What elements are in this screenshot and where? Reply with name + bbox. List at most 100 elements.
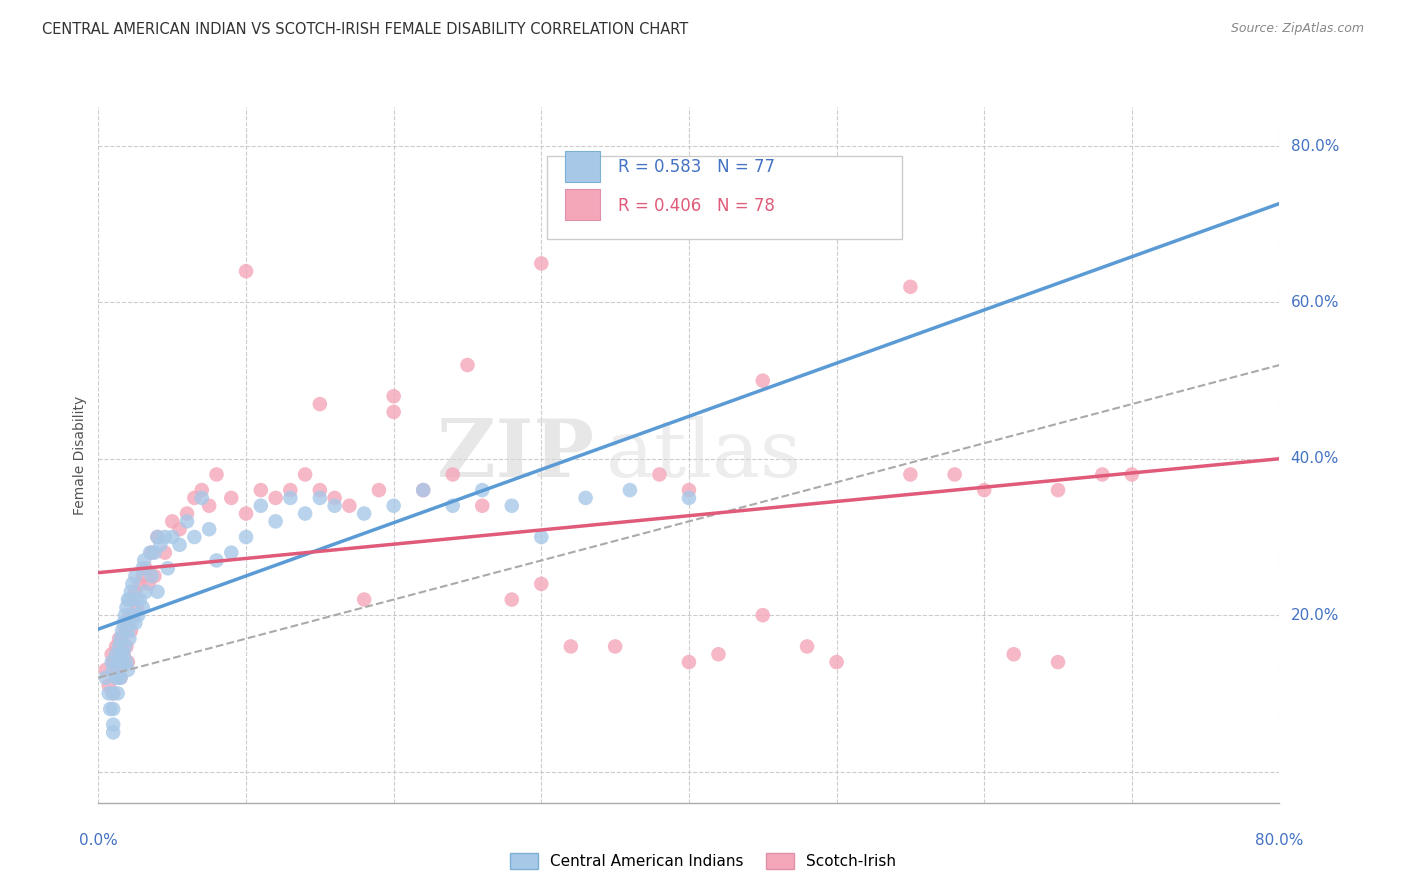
Point [825,655,848,669]
Point [278,483,302,497]
Point [353,507,375,521]
Point [135,561,157,575]
Point [530,256,553,270]
Point [501,592,523,607]
Point [176,507,198,521]
Point [441,467,464,482]
Point [501,499,523,513]
Point [94,671,117,685]
Point [132,569,155,583]
Point [124,584,146,599]
Point [103,702,125,716]
Point [111,632,134,646]
Point [127,608,149,623]
Point [250,499,273,513]
Point [382,499,405,513]
Point [250,483,273,497]
Point [294,507,316,521]
Point [141,569,163,583]
Point [125,600,148,615]
Point [105,671,128,685]
Point [120,584,142,599]
Point [110,671,132,685]
FancyBboxPatch shape [565,151,600,182]
Point [205,467,228,482]
Point [169,522,191,536]
Point [115,640,138,654]
Point [121,577,143,591]
Point [103,686,125,700]
Point [118,632,141,646]
Point [309,397,332,411]
Point [117,592,139,607]
Text: 20.0%: 20.0% [1291,607,1339,623]
Point [530,577,553,591]
Text: ZIP: ZIP [437,416,595,494]
Point [143,546,166,560]
Point [191,483,214,497]
Text: 0.0%: 0.0% [79,833,118,848]
Point [149,538,172,552]
Point [309,491,332,505]
Point [162,514,183,528]
Text: R = 0.406   N = 78: R = 0.406 N = 78 [619,197,775,215]
Text: 40.0%: 40.0% [1291,451,1339,467]
FancyBboxPatch shape [565,189,600,220]
Point [107,655,129,669]
Point [900,280,922,294]
Point [751,374,773,388]
Point [112,647,135,661]
Point [198,499,221,513]
Point [100,647,122,661]
Point [108,632,131,646]
Point [278,491,302,505]
Point [382,389,405,403]
Point [205,553,228,567]
Point [900,467,922,482]
Point [605,640,627,654]
Point [114,624,136,638]
Point [134,553,156,567]
Point [169,538,191,552]
Point [412,483,434,497]
Point [103,725,125,739]
Point [678,491,700,505]
Text: 80.0%: 80.0% [1291,138,1339,153]
Point [111,655,134,669]
Text: Source: ZipAtlas.com: Source: ZipAtlas.com [1230,22,1364,36]
Point [183,491,205,505]
Point [146,530,169,544]
Point [115,655,138,669]
Point [943,467,966,482]
Point [323,491,346,505]
Point [412,483,434,497]
Point [98,702,121,716]
Point [156,561,179,575]
Point [97,679,120,693]
Point [103,655,125,669]
FancyBboxPatch shape [547,156,901,239]
Point [138,577,160,591]
Point [121,592,143,607]
Point [128,577,150,591]
Point [122,608,145,623]
Point [382,405,405,419]
Point [124,615,146,630]
Point [619,483,641,497]
Point [112,615,135,630]
Point [471,499,494,513]
Point [132,561,155,575]
Point [294,467,316,482]
Text: 60.0%: 60.0% [1291,295,1339,310]
Text: R = 0.583   N = 77: R = 0.583 N = 77 [619,158,775,176]
Point [235,507,257,521]
Point [191,491,214,505]
Point [678,483,700,497]
Point [441,499,464,513]
Point [707,647,730,661]
Point [471,483,494,497]
Point [219,546,242,560]
Point [605,217,627,231]
Point [323,499,346,513]
Point [108,640,131,654]
